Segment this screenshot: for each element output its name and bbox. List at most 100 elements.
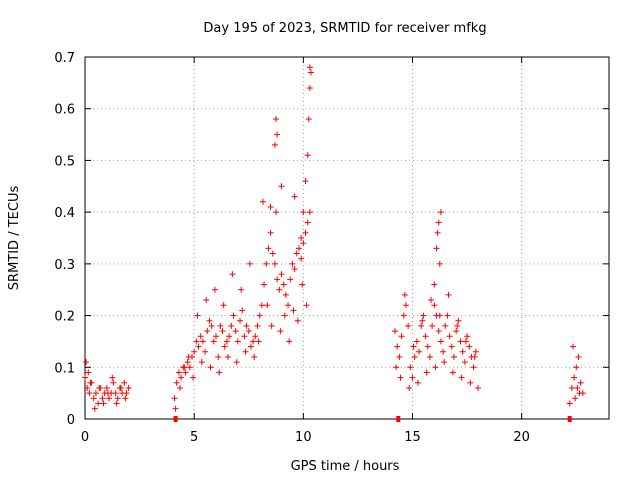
data-point [278,271,285,278]
data-point [96,384,103,391]
gap-marker [567,416,572,422]
data-point [182,369,189,376]
data-point [273,209,280,216]
data-point [441,359,448,366]
data-point [207,364,214,371]
gap-marker [173,416,178,422]
data-point [176,384,183,391]
data-point [225,353,232,360]
data-point [238,286,245,293]
data-point [428,297,435,304]
data-point [429,322,436,329]
data-point [410,343,417,350]
data-point [442,322,449,329]
data-point [118,384,125,391]
data-point [434,229,441,236]
data-point [572,395,579,402]
data-point [569,343,576,350]
y-tick-label: 0.1 [54,361,75,376]
data-point [185,353,192,360]
data-point [90,395,97,402]
data-point [449,369,456,376]
data-point [304,152,311,159]
data-point [393,364,400,371]
data-point [420,312,427,319]
x-tick-label: 20 [513,430,530,445]
data-point [263,260,270,267]
data-point [184,359,191,366]
data-point [221,343,228,350]
data-point [83,359,90,366]
data-point [259,198,266,205]
data-point [121,379,128,386]
data-point [113,400,120,407]
data-point [217,322,224,329]
data-point [407,364,414,371]
data-point [295,245,302,252]
data-point [289,260,296,267]
data-point [458,374,465,381]
data-point [432,364,439,371]
x-axis-title: GPS time / hours [291,459,400,474]
data-point [112,390,119,397]
data-point [299,281,306,288]
data-point [436,312,443,319]
axis-ticks: 0 0.1 0.2 0.3 0.4 0.5 0.6 0.7 0 5 10 15 20 [54,51,609,445]
data-point [397,374,404,381]
data-point [455,317,462,324]
data-point [193,338,200,345]
data-point [576,390,583,397]
data-point [211,286,218,293]
data-point [213,333,219,340]
data-point [265,245,272,252]
data-marks [82,64,586,412]
gap-marker [396,416,401,422]
data-point [457,338,464,345]
x-tick-label: 0 [81,430,89,445]
data-point [298,255,305,262]
y-tick-label: 0.6 [54,103,75,118]
data-point [574,384,581,391]
data-point [210,338,217,345]
data-point [267,229,274,236]
data-point [194,312,201,319]
data-point [433,245,440,252]
x-tick-label: 5 [190,430,198,445]
plot-frame [84,56,610,420]
chart-title: Day 195 of 2023, SRMTID for receiver mfk… [203,21,486,36]
y-tick-label: 0.2 [54,310,75,325]
data-point [426,353,433,360]
x-tick-label: 10 [295,430,312,445]
data-point [440,348,447,355]
data-point [277,328,284,335]
data-point [230,312,237,319]
data-point [203,297,210,304]
y-tick-label: 0.4 [54,206,75,221]
data-point [82,374,88,381]
data-point [204,328,211,335]
data-point [418,322,425,329]
data-point [242,348,249,355]
data-point [285,302,292,309]
data-point [246,260,253,267]
data-point [459,348,466,355]
data-point [255,338,262,345]
data-point [234,338,241,345]
data-point [302,229,309,236]
data-point [195,343,202,350]
data-point [123,390,130,397]
data-point [226,333,233,340]
data-point [300,240,307,247]
data-point [271,141,278,148]
data-point [86,390,93,397]
data-point [84,384,91,391]
data-point [571,374,578,381]
data-point [99,395,106,402]
data-point [229,271,236,278]
data-point [181,364,188,371]
data-point [219,328,226,335]
data-point [273,116,280,123]
data-point [431,302,438,309]
data-point [575,353,582,360]
